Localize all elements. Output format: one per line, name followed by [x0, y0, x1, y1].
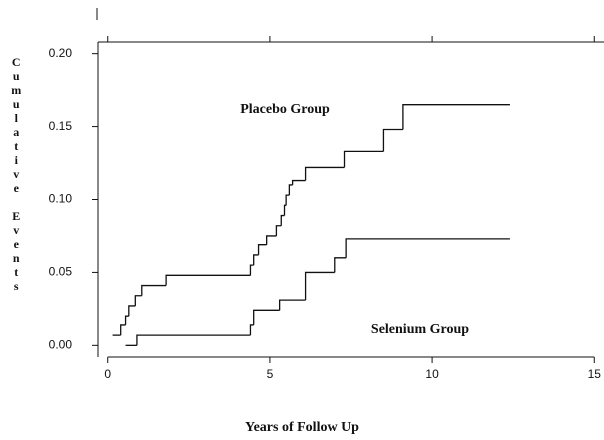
step-segment — [382, 128, 403, 152]
y-axis-label: Cumulative Events — [9, 55, 23, 293]
step-segment — [402, 104, 510, 130]
step-segment — [304, 166, 345, 181]
step-segment — [136, 334, 251, 346]
x-tick-label: 0 — [104, 367, 111, 381]
y-tick-label: 0.00 — [49, 338, 73, 352]
annotation: Placebo Group — [240, 102, 330, 117]
step-segment — [120, 324, 126, 336]
step-segment — [345, 238, 510, 258]
x-tick-label: 15 — [588, 367, 602, 381]
y-tick-label: 0.15 — [49, 119, 73, 133]
step-segment — [124, 315, 129, 325]
step-segment — [253, 309, 280, 325]
step-segment — [285, 194, 290, 206]
step-segment — [128, 305, 136, 317]
step-segment — [278, 299, 306, 311]
step-segment — [343, 150, 384, 168]
step-segment — [134, 295, 142, 306]
x-tick-label: 5 — [267, 367, 274, 381]
step-segment — [334, 257, 347, 273]
step-segment — [304, 271, 335, 301]
x-axis-label: Years of Follow Up — [245, 420, 359, 435]
step-segment — [266, 235, 277, 245]
step-segment — [249, 264, 254, 276]
step-segment — [257, 244, 267, 255]
step-segment — [165, 274, 251, 286]
step-segment — [291, 179, 306, 185]
step-segment — [283, 204, 287, 216]
step-segment — [253, 254, 259, 266]
step-segment — [249, 324, 254, 336]
y-tick-label: 0.10 — [49, 192, 73, 206]
step-segment — [141, 284, 167, 296]
step-segment — [288, 184, 293, 196]
step-segment — [280, 214, 285, 226]
y-tick-label: 0.20 — [49, 46, 73, 60]
y-tick-label: 0.05 — [49, 265, 73, 279]
x-tick-label: 10 — [425, 367, 439, 381]
annotation: Selenium Group — [371, 322, 469, 337]
step-segment — [275, 225, 282, 236]
